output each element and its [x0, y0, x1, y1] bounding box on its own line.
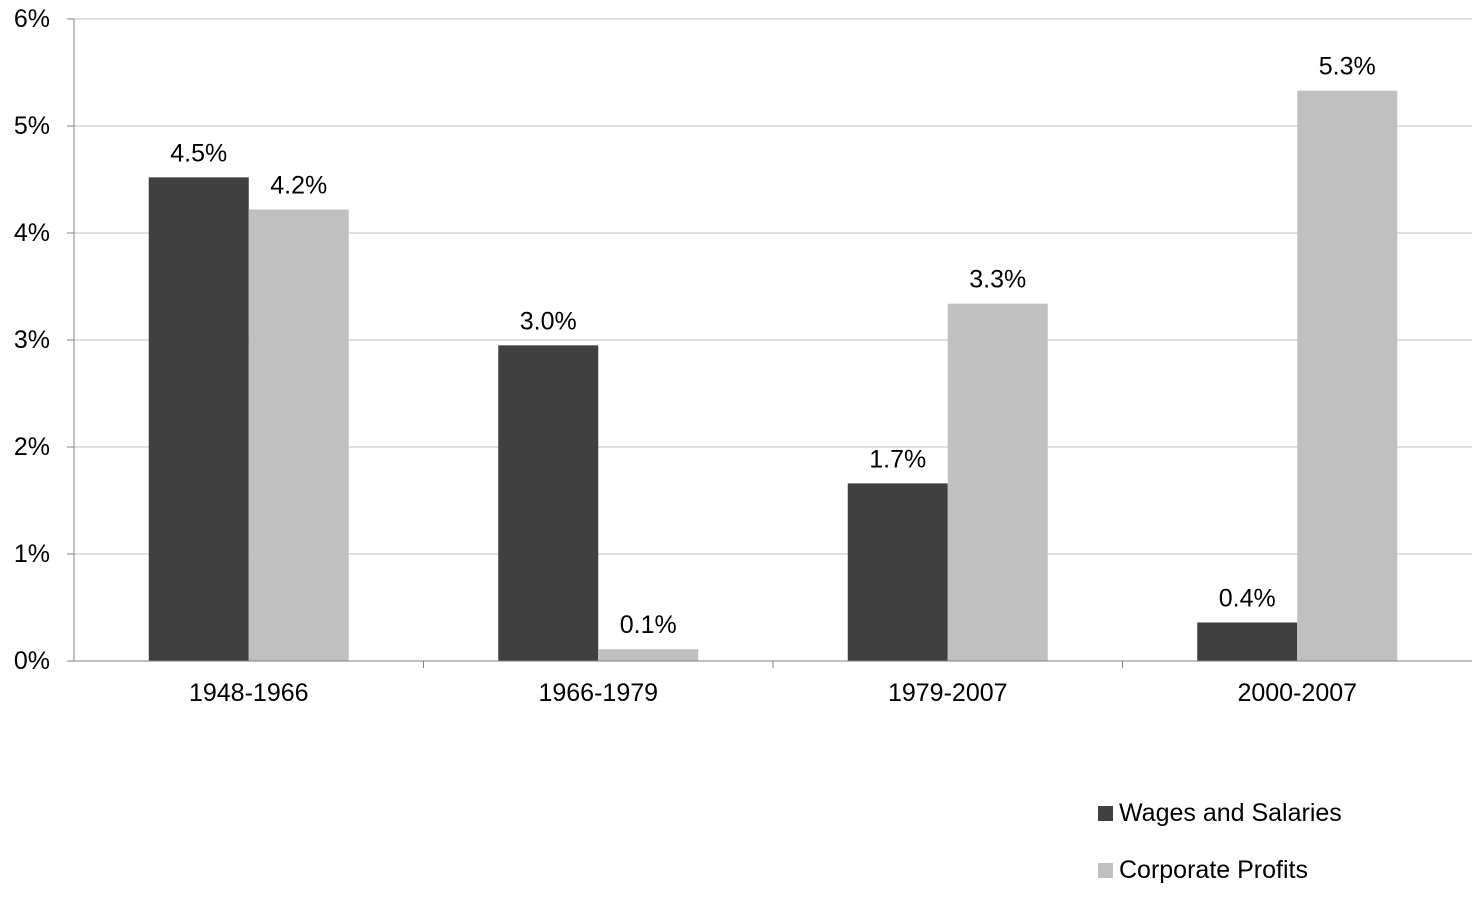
y-tick-label: 5% — [14, 112, 50, 140]
legend-item-profits: Corporate Profits — [1098, 853, 1342, 887]
legend: Wages and Salaries Corporate Profits — [1098, 796, 1342, 910]
bar — [1197, 622, 1298, 661]
bar — [148, 177, 249, 662]
legend-label-wages: Wages and Salaries — [1119, 798, 1342, 827]
x-tick-label: 1948-1966 — [189, 679, 309, 707]
data-label: 5.3% — [1319, 53, 1376, 81]
bar — [498, 345, 599, 661]
x-tick-label: 1979-2007 — [888, 679, 1008, 707]
data-label: 4.5% — [170, 139, 227, 167]
y-tick-label: 4% — [14, 219, 50, 247]
legend-label-profits: Corporate Profits — [1119, 855, 1308, 884]
data-label: 0.4% — [1219, 584, 1276, 612]
y-tick-label: 1% — [14, 540, 50, 568]
bar — [598, 649, 699, 661]
data-label: 1.7% — [869, 445, 926, 473]
bar — [847, 483, 948, 661]
bar-chart: 0% 1% 2% 3% 4% 5% 6% 1948-1966 1966-1979 1979-200… — [14, 5, 1472, 707]
y-tick-label: 6% — [14, 5, 50, 33]
legend-swatch-wages — [1098, 805, 1113, 821]
data-label: 0.1% — [620, 611, 677, 639]
bar — [248, 209, 349, 661]
legend-item-wages: Wages and Salaries — [1098, 796, 1342, 830]
axes: 0% 1% 2% 3% 4% 5% 6% 1948-1966 1966-1979 1979-200… — [14, 5, 1472, 707]
bar — [1297, 90, 1398, 661]
chart-root: 0% 1% 2% 3% 4% 5% 6% 1948-1966 1966-1979 1979-200… — [14, 5, 1472, 884]
y-tick-label: 0% — [14, 647, 50, 675]
data-label: 4.2% — [270, 171, 327, 199]
x-tick-label: 1966-1979 — [538, 679, 658, 707]
data-label: 3.0% — [520, 307, 577, 335]
x-tick-label: 2000-2007 — [1237, 679, 1357, 707]
y-tick-label: 3% — [14, 326, 50, 354]
data-labels: 4.5% 3.0% 1.7% 0.4% 4.2% 0.1% 3.3% 5.3% — [170, 53, 1375, 640]
bars — [148, 90, 1398, 662]
data-label: 3.3% — [969, 266, 1026, 294]
bar — [947, 303, 1048, 661]
y-tick-label: 2% — [14, 433, 50, 461]
legend-swatch-profits — [1098, 862, 1113, 878]
